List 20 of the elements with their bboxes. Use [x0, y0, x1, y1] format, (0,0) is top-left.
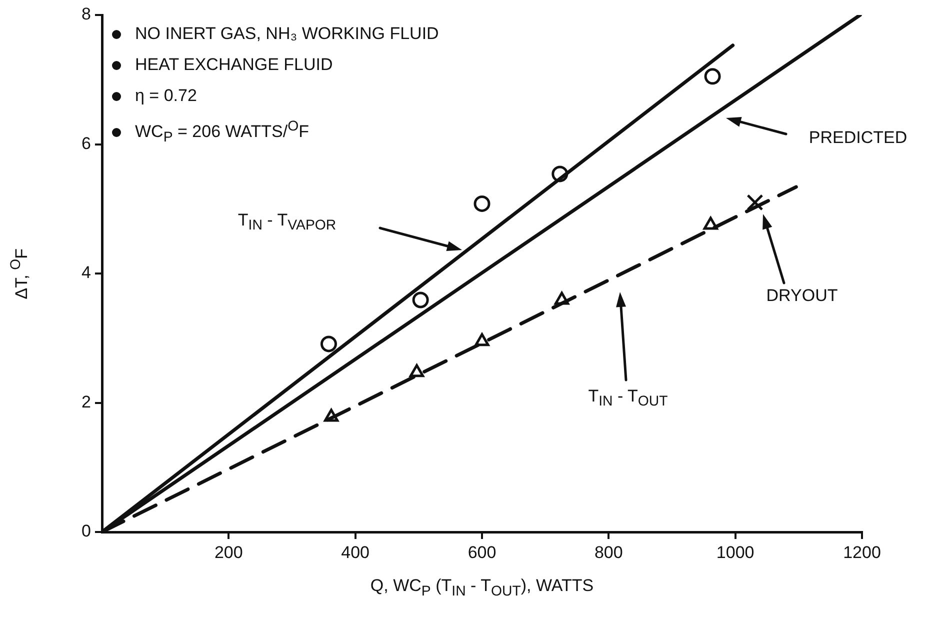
x-tick-label: 800: [594, 542, 623, 562]
x-tick-label: 1000: [716, 542, 754, 562]
annotation: DRYOUT: [766, 286, 838, 306]
annotation: NO INERT GAS, NH₃ WORKING FLUID: [135, 24, 439, 43]
annotation: η = 0.72: [135, 86, 197, 105]
annotation: T$_{IN}$ - T$_{OUT}$: [588, 386, 668, 410]
annotation: T$_{IN}$ - T$_{VAPOR}$: [238, 210, 336, 234]
annotation: WC$_{P}$ = 206 WATTS/$^{O}$F: [135, 118, 309, 146]
x-tick-label: 200: [214, 542, 243, 562]
y-tick-label: 4: [82, 263, 91, 282]
annotation: HEAT EXCHANGE FLUID: [135, 55, 333, 74]
y-tick-label: 8: [82, 4, 91, 24]
x-axis-title: Q, WC$_{P}$ (T$_{IN}$ - T$_{OUT}$), WATTS: [369, 576, 595, 600]
x-tick-label: 1200: [843, 542, 881, 562]
y-tick-label: 0: [82, 522, 91, 541]
x-tick-label: 600: [468, 542, 496, 562]
annotation: PREDICTED: [808, 128, 908, 148]
y-tick-label: 6: [82, 134, 91, 153]
y-tick-label: 2: [82, 392, 91, 412]
x-tick-label: 400: [341, 542, 370, 562]
